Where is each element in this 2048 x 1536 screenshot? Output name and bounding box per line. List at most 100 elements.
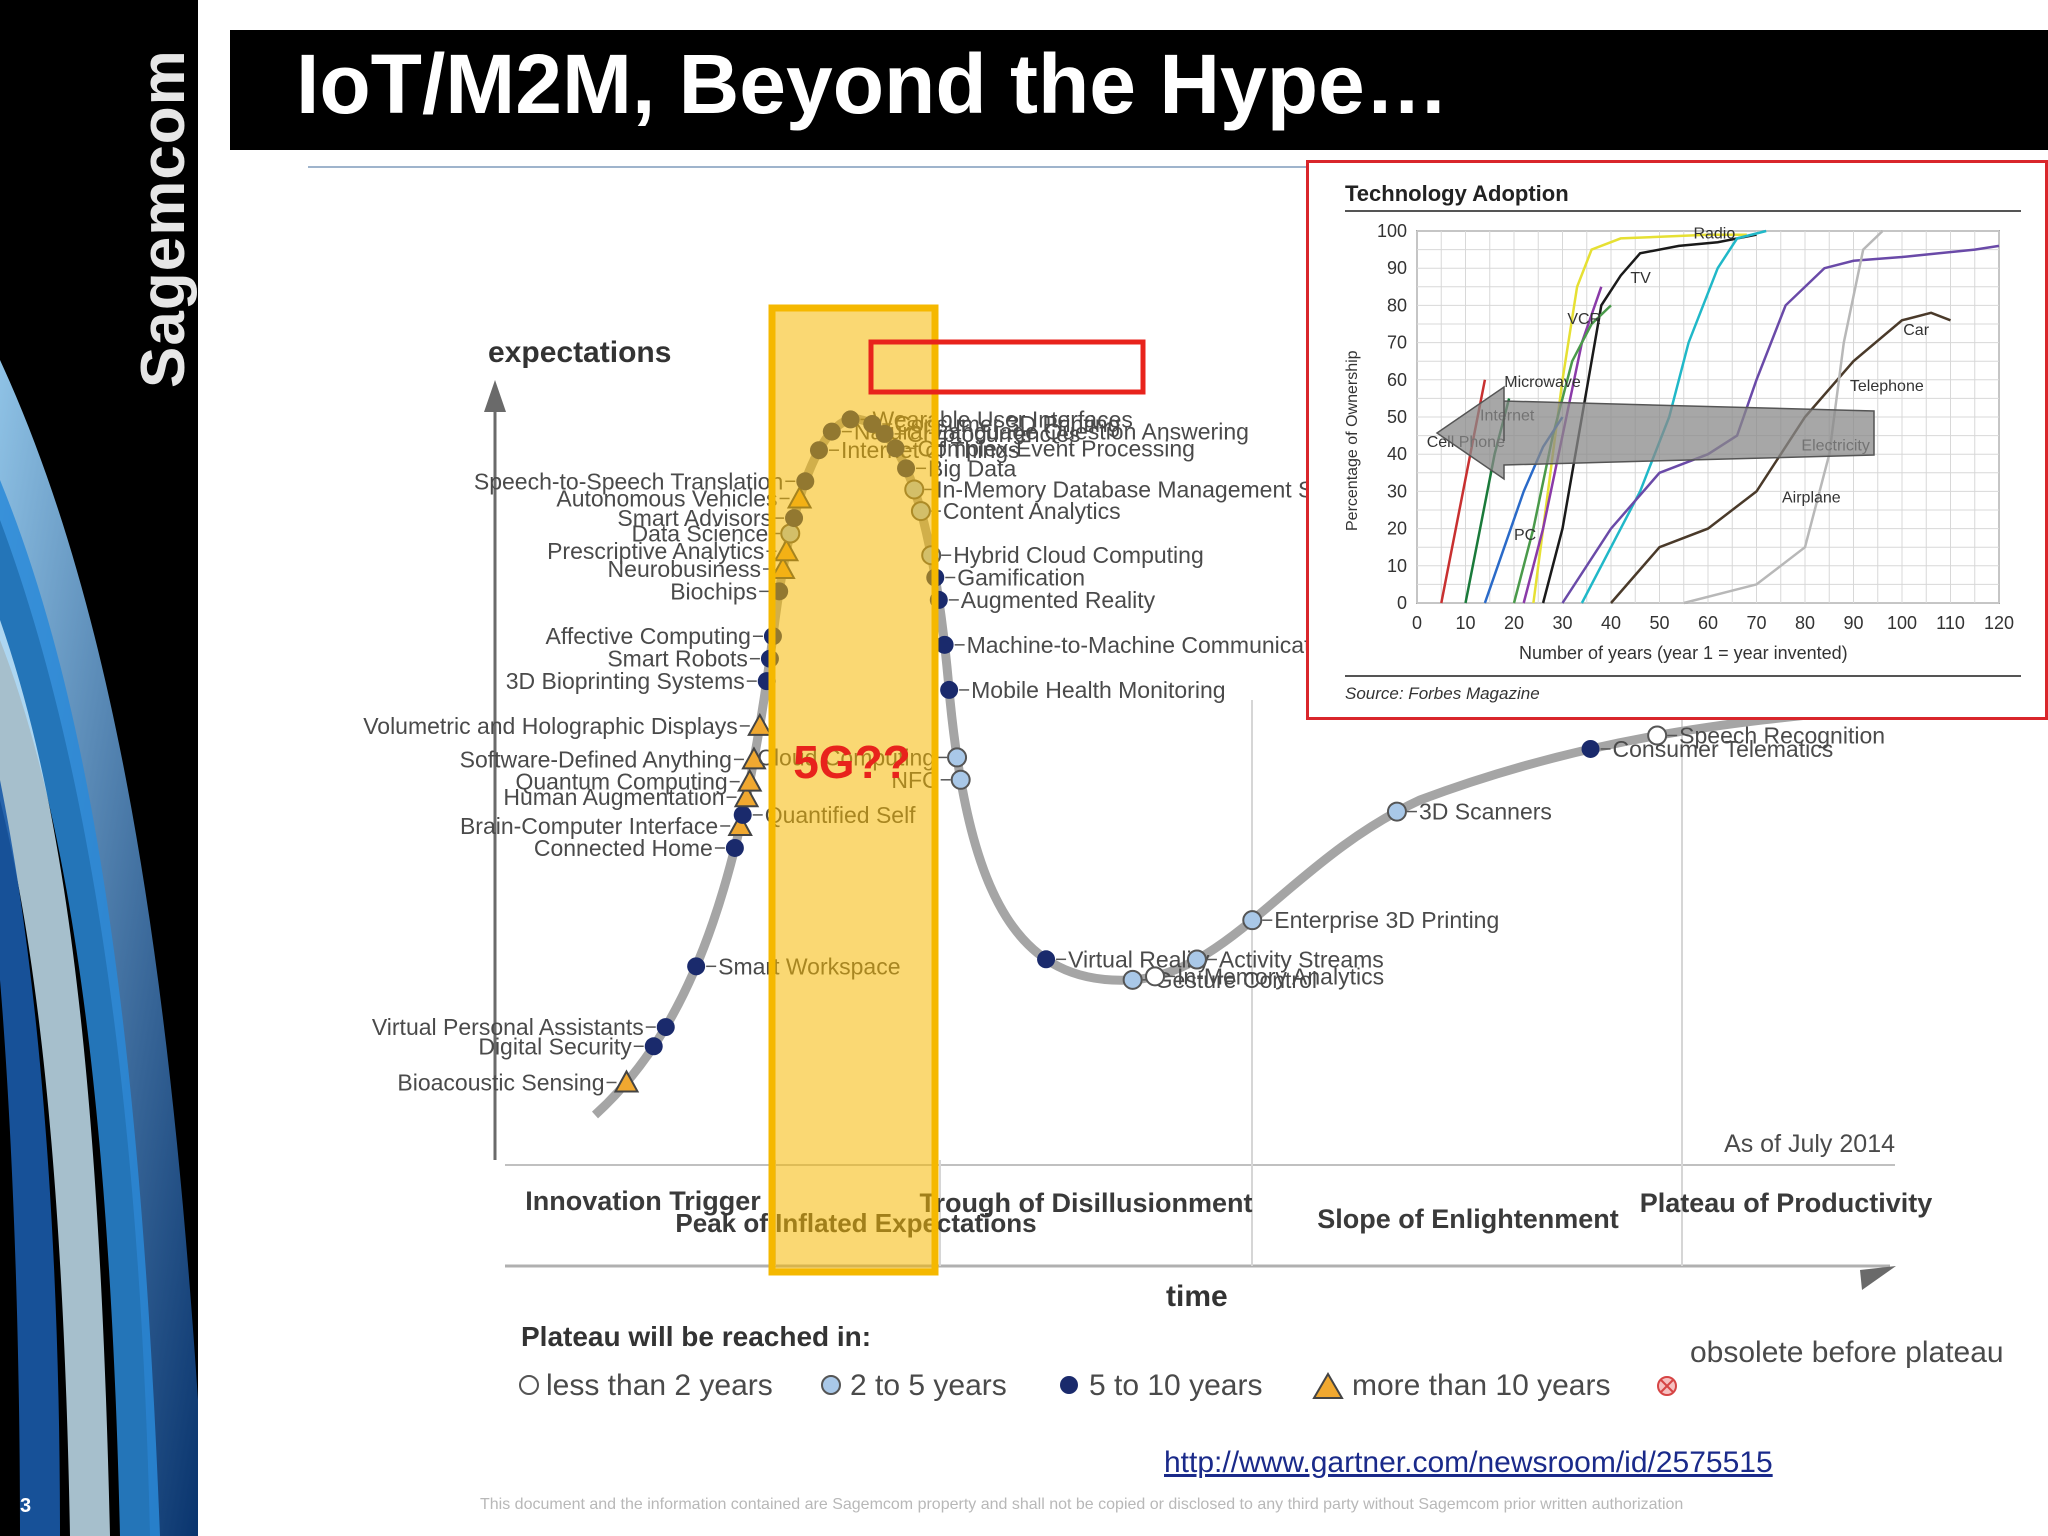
hype-item-label: Software-Defined Anything	[460, 746, 732, 772]
hype-item: Speech Recognition	[1647, 723, 1885, 749]
hype-marker	[741, 746, 767, 770]
hype-item-label: Bioacoustic Sensing	[397, 1069, 604, 1095]
legend-item: less than 2 years	[546, 1369, 773, 1402]
inset-y-tick: 90	[1387, 258, 1407, 278]
inset-y-tick: 80	[1387, 295, 1407, 315]
hype-marker	[1581, 739, 1600, 758]
hype-marker	[733, 805, 752, 824]
phase-label-trough: Trough of Disillusionment	[920, 1188, 1253, 1218]
hype-item-label: Virtual Reality	[1068, 946, 1210, 972]
inset-source: Source: Forbes Magazine	[1345, 684, 1540, 703]
hype-marker	[1386, 801, 1407, 822]
hype-marker	[656, 1018, 675, 1037]
inset-x-tick: 80	[1795, 613, 1815, 633]
hype-item: Brain-Computer Interface	[460, 812, 753, 839]
inset-series-label: Radio	[1693, 225, 1735, 242]
hype-item: Augmented Reality	[929, 587, 1156, 613]
hype-item-label: Digital Security	[478, 1033, 632, 1059]
hype-marker	[747, 712, 773, 736]
inset-x-tick: 50	[1649, 613, 1669, 633]
inset-x-tick: 0	[1412, 613, 1422, 633]
hype-item-label: Mobile Health Monitoring	[971, 677, 1225, 703]
inset-y-label: Percentage of Ownership	[1344, 350, 1361, 531]
hype-marker	[1186, 949, 1207, 970]
legend: less than 2 years 2 to 5 years 5 to 10 y…	[519, 1336, 2004, 1402]
inset-series-label: VCR	[1567, 311, 1601, 328]
inset-y-tick: 100	[1377, 221, 1407, 241]
inset-title: Technology Adoption	[1345, 181, 1569, 206]
inset-series-label: Microwave	[1504, 374, 1581, 391]
hype-marker	[940, 680, 959, 699]
legend-item: 5 to 10 years	[1089, 1369, 1262, 1402]
hype-item-label: Augmented Reality	[961, 587, 1156, 613]
hype-item: Quantum Computing	[515, 768, 763, 795]
hype-item-label: Activity Streams	[1219, 946, 1384, 972]
inset-y-tick: 60	[1387, 370, 1407, 390]
title-rule	[308, 166, 1308, 168]
inset-y-tick: 30	[1387, 481, 1407, 501]
sidebar: Sagemcom 3	[0, 0, 198, 1536]
hype-item: Software-Defined Anything	[460, 746, 767, 772]
hype-marker	[950, 769, 971, 790]
phase-label-plateau: Plateau of Productivity	[1640, 1188, 1933, 1218]
internet-of-things-highlight	[868, 339, 1146, 395]
hype-item: Mobile Health Monitoring	[940, 677, 1226, 703]
hype-item-label: Volumetric and Holographic Displays	[363, 713, 738, 739]
hype-marker	[1145, 966, 1166, 987]
hype-marker	[1122, 969, 1143, 990]
inset-series-label: Car	[1903, 322, 1929, 339]
hype-item-label: Big Data	[928, 455, 1016, 481]
x-axis-label: time	[1166, 1280, 1228, 1313]
source-link[interactable]: http://www.gartner.com/newsroom/id/25755…	[1164, 1446, 1773, 1479]
inset-y-tick: 50	[1387, 407, 1407, 427]
hype-item: Activity Streams	[1186, 946, 1384, 972]
inset-y-tick: 70	[1387, 333, 1407, 353]
hype-item: Enterprise 3D Printing	[1242, 907, 1499, 933]
hype-item-label: Speech Recognition	[1679, 723, 1885, 749]
hype-item-label: Smart Advisors	[617, 505, 772, 531]
hype-marker	[737, 768, 763, 792]
hype-item-label: Gesture Control	[1155, 967, 1317, 993]
hype-item: Digital Security	[478, 1033, 663, 1059]
five-g-annotation: 5G??	[793, 736, 911, 788]
phase-label-slope: Slope of Enlightenment	[1317, 1204, 1619, 1234]
hype-item-label: Speech-to-Speech Translation	[474, 468, 783, 494]
hype-item: Speech-to-Speech Translation	[474, 468, 815, 494]
sidebar-swoosh	[0, 360, 198, 1536]
hype-item: 3D Scanners	[1386, 799, 1552, 825]
title-bar	[230, 30, 2048, 150]
hype-item: Connected Home	[534, 835, 744, 861]
inset-x-tick: 10	[1455, 613, 1475, 633]
inset-series-line	[1541, 233, 1757, 604]
hype-item-label: 3D Bioprinting Systems	[506, 668, 745, 694]
hype-item: Content Analytics	[910, 498, 1121, 524]
hype-item-label: Prescriptive Analytics	[547, 538, 764, 564]
hype-item-label: Affective Computing	[546, 623, 751, 649]
inset-x-tick: 120	[1984, 613, 2014, 633]
hype-item-label: Neurobusiness	[608, 556, 761, 582]
hype-marker	[935, 635, 954, 654]
hype-item-label: Quantum Computing	[515, 769, 727, 795]
hype-item: Smart Robots	[607, 646, 779, 672]
hype-item-label: Hybrid Cloud Computing	[953, 542, 1204, 568]
inset-x-label: Number of years (year 1 = year invented)	[1519, 643, 1848, 663]
hype-marker	[1037, 950, 1056, 969]
hype-marker	[733, 784, 760, 808]
legend-item: obsolete before plateau	[1690, 1336, 2004, 1369]
y-axis-label: expectations	[488, 336, 671, 369]
inset-grid: 0 10 20 30 40 50 60 70 80 90 100 110 120 0 10 20 30 40 50 6…	[1377, 221, 2014, 633]
legend-marker-open	[519, 1375, 539, 1395]
hype-item-label: Complex-Event Processing	[918, 435, 1195, 461]
hype-item-label: Enterprise 3D Printing	[1274, 907, 1499, 933]
hype-item-label: Data Science	[631, 521, 768, 547]
inset-series-label: PC	[1514, 527, 1536, 544]
hype-item-label: Gamification	[957, 565, 1085, 591]
inset-series-line	[1512, 304, 1612, 604]
inset-y-tick: 20	[1387, 519, 1407, 539]
legend-item: more than 10 years	[1352, 1369, 1610, 1402]
technology-adoption-inset: Technology Adoption 0 10 20 30 40 50 60 70 80 90 1…	[1306, 160, 2048, 720]
hype-marker	[1242, 910, 1263, 931]
inset-series-line	[1561, 244, 2000, 604]
hype-item-label: Biochips	[670, 578, 757, 604]
peak-highlight-box	[768, 304, 939, 1276]
